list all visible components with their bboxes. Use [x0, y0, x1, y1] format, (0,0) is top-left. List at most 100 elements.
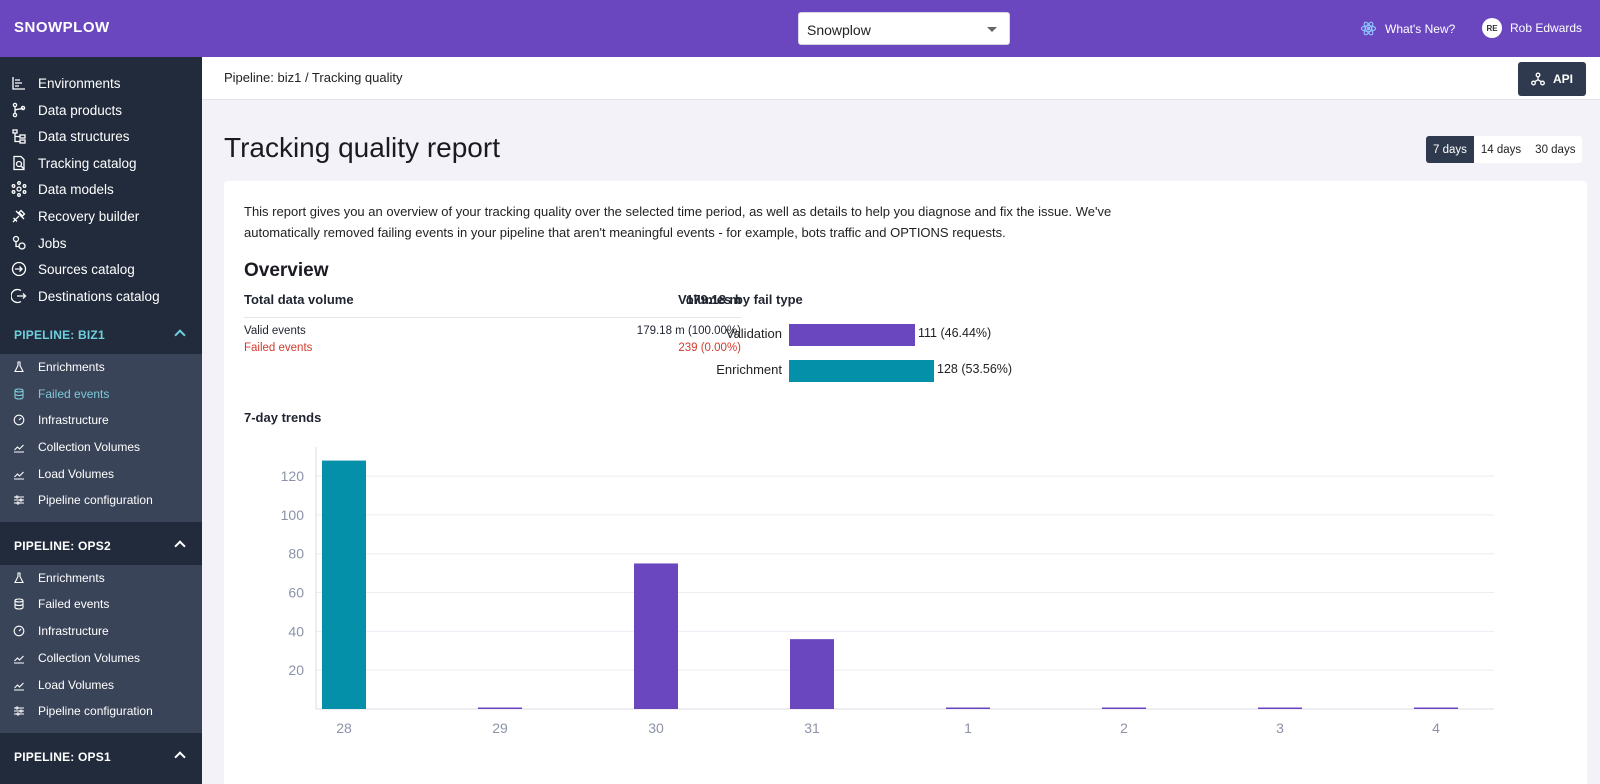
- y-tick-label: 60: [288, 585, 304, 601]
- data-models-icon: [11, 181, 27, 197]
- sidebar-item-label: Pipeline configuration: [38, 493, 153, 507]
- chart-line-icon: [14, 444, 24, 453]
- data-structures-icon: [12, 129, 26, 144]
- chevron-up-icon: [174, 751, 186, 763]
- sidebar-item-label: Data models: [38, 181, 114, 197]
- x-tick-label: 4: [1432, 720, 1440, 736]
- top-bar: SNOWPLOW Snowplow What's New? RE Rob Edw…: [0, 0, 1600, 57]
- trend-bar: [1102, 707, 1146, 709]
- sidebar-item-infrastructure[interactable]: Infrastructure: [0, 618, 202, 644]
- fail-type-title: Volumes by fail type: [678, 292, 803, 307]
- sidebar-item-label: Load Volumes: [38, 678, 115, 692]
- sidebar-item-label: Tracking catalog: [38, 155, 137, 171]
- database-icon: [14, 388, 24, 400]
- valid-events-label: Valid events: [244, 325, 306, 337]
- sidebar-item-enrichments[interactable]: Enrichments: [0, 565, 202, 591]
- sidebar-item-collection-volumes[interactable]: Collection Volumes: [0, 645, 202, 671]
- tracking-catalog-icon: [13, 155, 25, 171]
- user-menu[interactable]: RE Rob Edwards: [1482, 18, 1582, 38]
- whats-new-link[interactable]: What's New?: [1360, 20, 1455, 37]
- pipeline-ops2-header[interactable]: PIPELINE: OPS2: [0, 527, 202, 565]
- sidebar-item-label: Collection Volumes: [38, 651, 141, 665]
- divider: [244, 317, 741, 318]
- pipeline-ops1-header[interactable]: PIPELINE: OPS1: [0, 738, 202, 776]
- whats-new-label: What's New?: [1385, 21, 1456, 36]
- sidebar-item-label: Data products: [38, 102, 123, 118]
- trend-bar: [790, 639, 834, 709]
- fail-type-label: Enrichment: [716, 362, 782, 377]
- sidebar-item-collection-volumes[interactable]: Collection Volumes: [0, 434, 202, 460]
- sidebar-item-recovery-builder[interactable]: Recovery builder: [0, 203, 202, 229]
- sidebar-item-data-structures[interactable]: Data structures: [0, 123, 202, 149]
- trend-bar: [1414, 707, 1458, 709]
- sidebar-item-label: Failed events: [38, 597, 110, 611]
- pipeline-ops2-menu: Enrichments Failed events Infrastructure…: [0, 565, 202, 733]
- sidebar-item-label: Collection Volumes: [38, 440, 141, 454]
- sidebar-item-label: Sources catalog: [38, 261, 135, 277]
- trend-bar: [322, 460, 366, 709]
- sidebar-item-data-models[interactable]: Data models: [0, 176, 202, 202]
- breadcrumb-bar: Pipeline: biz1 / Tracking quality: [202, 57, 1600, 100]
- range-30-days[interactable]: 30 days: [1535, 143, 1576, 156]
- sliders-icon: [14, 706, 24, 716]
- sidebar-item-infrastructure[interactable]: Infrastructure: [0, 407, 202, 433]
- sidebar-item-sources-catalog[interactable]: Sources catalog: [0, 256, 202, 282]
- sidebar-item-label: Failed events: [38, 387, 110, 401]
- sidebar-item-enrichments[interactable]: Enrichments: [0, 354, 202, 380]
- x-tick-label: 31: [804, 720, 820, 736]
- sidebar-item-data-products[interactable]: Data products: [0, 97, 202, 123]
- time-range-toggle: 7 days 14 days 30 days: [1426, 136, 1583, 163]
- x-tick-label: 30: [648, 720, 664, 736]
- sidebar-item-label: Data structures: [38, 128, 130, 144]
- y-tick-label: 80: [288, 546, 304, 562]
- sidebar-item-load-volumes[interactable]: Load Volumes: [0, 672, 202, 698]
- failed-events-label: Failed events: [244, 342, 313, 354]
- sidebar-item-environments[interactable]: Environments: [0, 70, 202, 96]
- page-title: Tracking quality report: [224, 132, 500, 163]
- sidebar-item-label: Pipeline configuration: [38, 704, 153, 718]
- sidebar-item-load-volumes[interactable]: Load Volumes: [0, 461, 202, 487]
- user-name: Rob Edwards: [1510, 21, 1583, 35]
- total-volume-label: Total data volume: [244, 292, 354, 307]
- flask-icon: [14, 572, 24, 584]
- fail-type-label: Validation: [725, 326, 782, 341]
- y-tick-label: 100: [281, 507, 305, 523]
- sidebar-item-label: Destinations catalog: [38, 288, 160, 304]
- failed-events-value: 239 (0.00%): [678, 342, 741, 354]
- api-button-label: API: [1552, 72, 1573, 86]
- range-7-days[interactable]: 7 days: [1426, 136, 1474, 163]
- sidebar-item-failed-events[interactable]: Failed events: [0, 381, 202, 407]
- organization-select-value: Snowplow: [807, 22, 871, 38]
- y-tick-label: 20: [288, 662, 304, 678]
- sidebar-item-failed-events[interactable]: Failed events: [0, 591, 202, 617]
- caret-down-icon: [987, 27, 997, 32]
- sidebar-item-label: Load Volumes: [38, 467, 115, 481]
- trend-bar: [1258, 707, 1302, 709]
- gauge-icon: [13, 625, 25, 637]
- pipeline-biz1-header[interactable]: PIPELINE: BIZ1: [0, 316, 202, 354]
- snowplow-logo[interactable]: SNOWPLOW: [14, 19, 110, 36]
- pipeline-biz1-menu: Enrichments Failed events Infrastructure…: [0, 354, 202, 522]
- trend-bar: [634, 563, 678, 709]
- report-intro: This report gives you an overview of you…: [244, 204, 1112, 240]
- api-button[interactable]: API: [1518, 62, 1586, 96]
- sidebar-item-label: Enrichments: [38, 571, 105, 585]
- recovery-builder-icon: [12, 209, 26, 223]
- sidebar-item-label: Environments: [38, 75, 121, 91]
- x-tick-label: 3: [1276, 720, 1284, 736]
- trend-bar: [946, 707, 990, 709]
- trend-chart: 20 40 60 80 100 120 28 29 30 31 1 2 3 4: [281, 447, 1494, 736]
- range-14-days[interactable]: 14 days: [1480, 143, 1522, 156]
- atom-icon: [1360, 21, 1377, 36]
- sidebar-item-tracking-catalog[interactable]: Tracking catalog: [0, 150, 202, 176]
- x-tick-label: 2: [1120, 720, 1128, 736]
- sidebar-item-pipeline-configuration[interactable]: Pipeline configuration: [0, 487, 202, 513]
- fail-type-value: 128 (53.56%): [937, 362, 1013, 376]
- sidebar-item-pipeline-configuration[interactable]: Pipeline configuration: [0, 698, 202, 724]
- overview-title: Overview: [244, 260, 329, 281]
- destinations-catalog-icon: [11, 288, 27, 304]
- sidebar-item-jobs[interactable]: Jobs: [0, 230, 202, 256]
- sidebar-item-destinations-catalog[interactable]: Destinations catalog: [0, 283, 202, 309]
- organization-select[interactable]: Snowplow: [798, 12, 1010, 45]
- pipeline-title: PIPELINE: OPS2: [14, 539, 111, 553]
